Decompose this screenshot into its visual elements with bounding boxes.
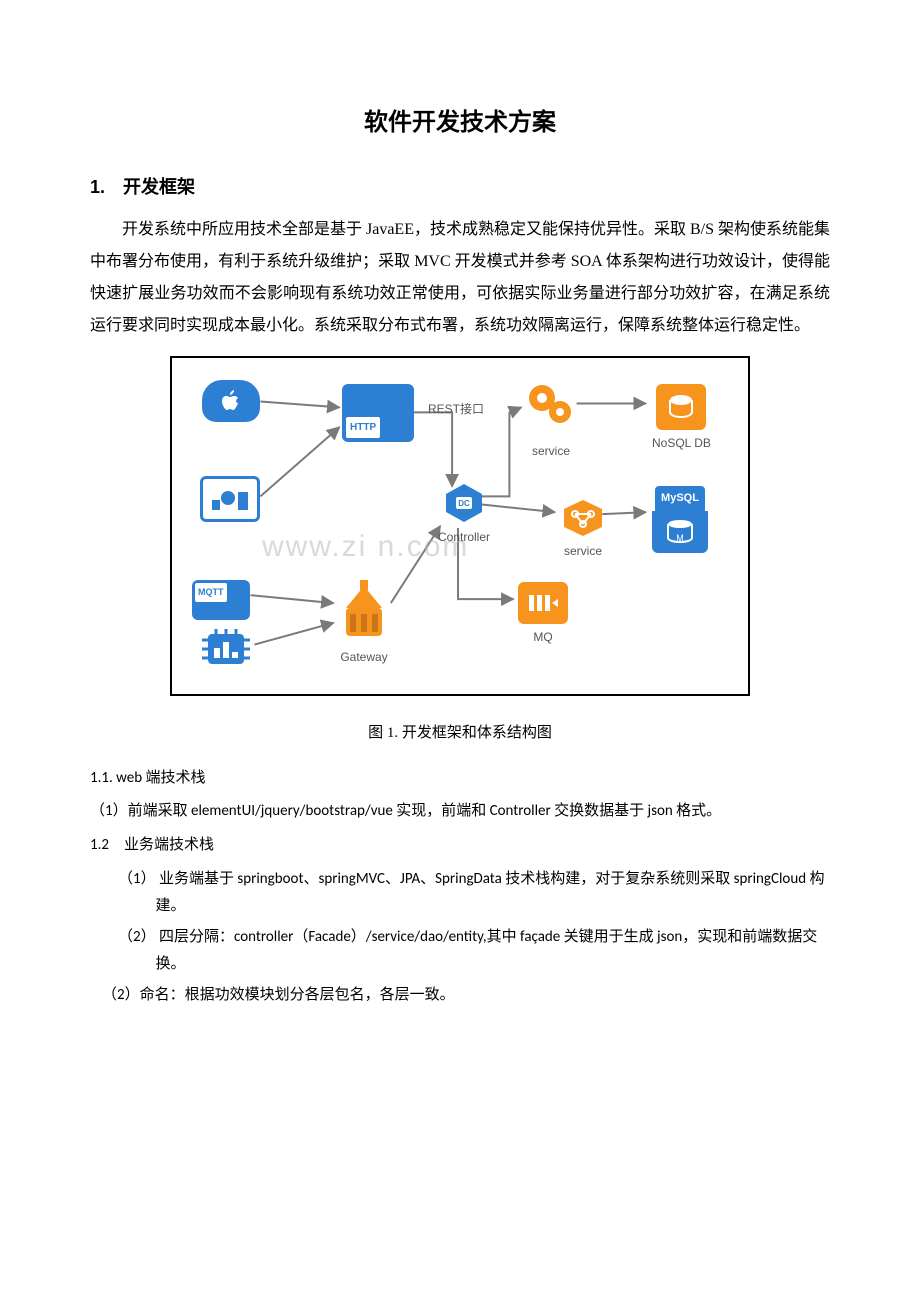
node-service-hex: service <box>560 498 606 563</box>
section-1-1-item: （1）前端采取 elementUI/jquery/bootstrap/vue 实… <box>90 798 830 825</box>
nosql-label: NoSQL DB <box>652 432 711 455</box>
node-apple-cloud <box>202 380 260 422</box>
section-1-body: 开发系统中所应用技术全部是基于 JavaEE，技术成熟稳定又能保持优异性。采取 … <box>90 214 830 342</box>
page-title: 软件开发技术方案 <box>90 100 830 146</box>
mysql-label: MySQL <box>655 486 705 511</box>
gateway-label: Gateway <box>340 646 387 669</box>
http-tag: HTTP <box>346 417 380 438</box>
service1-label: service <box>532 440 570 463</box>
node-nosql-db: NoSQL DB <box>652 384 711 455</box>
service2-label: service <box>564 540 602 563</box>
section-1-2-item-3: （2）命名：根据功效模块划分各层包名，各层一致。 <box>102 982 830 1009</box>
mqtt-tag: MQTT <box>195 583 227 602</box>
node-http: HTTP <box>342 384 414 442</box>
node-service-gears <box>522 380 578 428</box>
section-1-2-item-1: （1） 业务端基于 springboot、springMVC、JPA、Sprin… <box>118 866 830 920</box>
node-controller: DC Controller <box>438 482 490 549</box>
node-mysql-db: MySQL M <box>652 486 708 553</box>
svg-text:M: M <box>676 533 684 543</box>
architecture-diagram: www.zi n.com HTTP REST接口 <box>90 356 830 707</box>
figure-1-caption: 图 1. 开发框架和体系结构图 <box>90 719 830 748</box>
section-1-2-heading: 1.2 业务端技术栈 <box>90 831 830 860</box>
section-1-heading: 1. 开发框架 <box>90 170 830 204</box>
svg-text:DC: DC <box>458 499 470 508</box>
node-gateway: Gateway <box>336 580 392 669</box>
node-mqtt: MQTT <box>192 580 250 620</box>
node-chart <box>200 476 260 522</box>
section-1-2-item-2: （2） 四层分隔：controller（Facade）/service/dao/… <box>118 924 830 978</box>
node-chip <box>198 626 254 672</box>
mq-label: MQ <box>533 626 552 649</box>
rest-label: REST接口 <box>428 398 484 421</box>
section-1-1-heading: 1.1. web 端技术栈 <box>90 764 830 793</box>
controller-label: Controller <box>438 526 490 549</box>
node-mq: MQ <box>518 582 568 649</box>
